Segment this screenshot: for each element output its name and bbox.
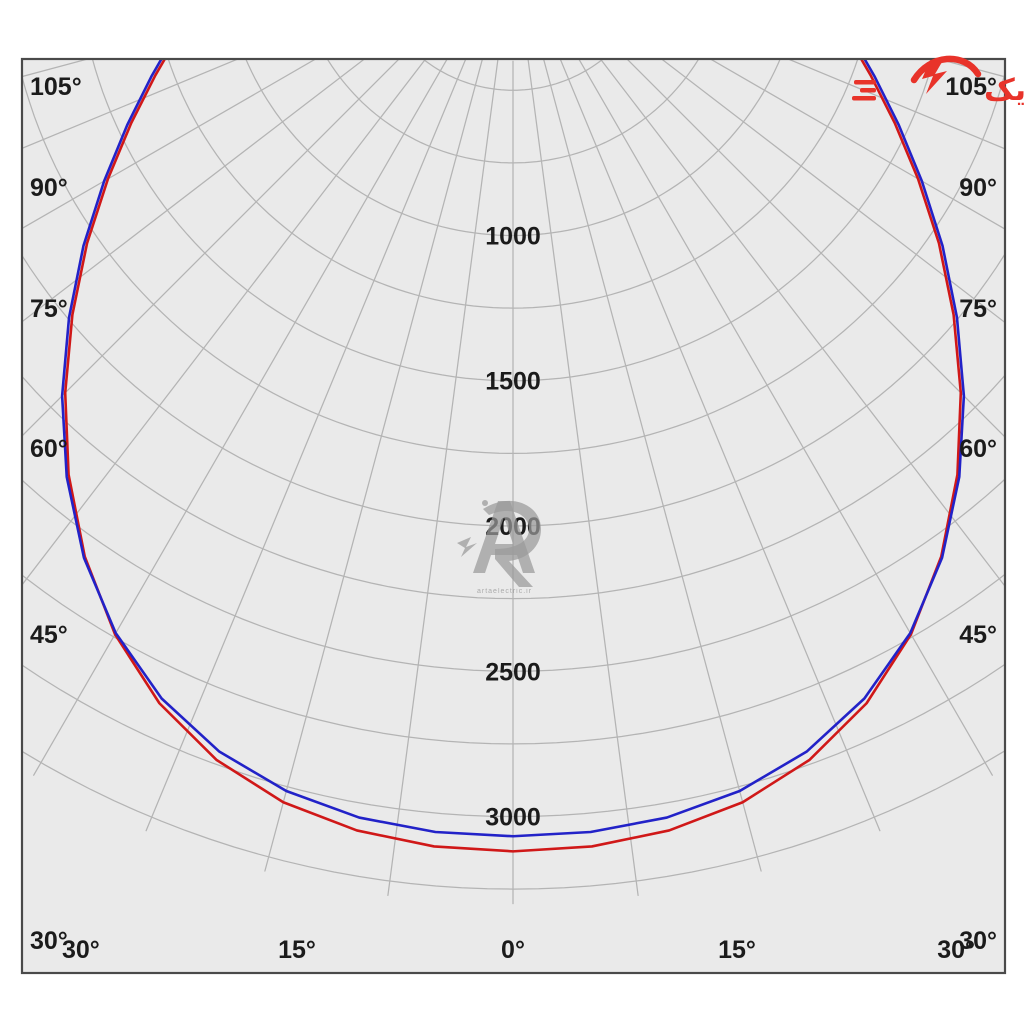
- angle-label-left-30: 30°: [30, 927, 68, 955]
- watermark-caption: artaelectric.ir: [477, 588, 532, 595]
- grid-ring: [23, 375, 1004, 600]
- watermark: artaelectric.ir: [457, 500, 541, 595]
- logo-script-text: آرتا الکتریک: [984, 71, 1024, 108]
- grid-spoke: [578, 60, 993, 776]
- grid-spoke: [387, 60, 499, 897]
- grid-spoke: [23, 60, 365, 322]
- grid-ring: [23, 479, 1004, 672]
- grid-spoke: [559, 60, 881, 832]
- grid-spoke: [23, 60, 426, 585]
- distribution-curve-c90: [60, 60, 966, 838]
- grid-spoke: [661, 60, 1004, 323]
- grid-ring: [92, 60, 934, 382]
- lightning-bolt-icon: [922, 60, 947, 94]
- grid-spoke: [710, 60, 1004, 230]
- grid-spoke: [145, 60, 467, 832]
- grid-ring: [245, 60, 781, 237]
- radial-tick-label-1500: 1500: [485, 368, 541, 396]
- grid-ring: [23, 74, 1004, 455]
- angle-label-bottom-4: 30°: [937, 936, 975, 964]
- angle-label-right-45: 45°: [959, 621, 997, 649]
- distribution-curve-c0: [63, 60, 963, 853]
- grid-spoke: [23, 60, 316, 229]
- grid-spoke: [543, 60, 762, 872]
- angle-label-right-90: 90°: [959, 174, 997, 202]
- grid-spoke: [33, 60, 448, 776]
- angle-label-left-60: 60°: [30, 435, 68, 463]
- plot-frame: [20, 57, 1007, 975]
- grid-spoke: [600, 60, 1004, 586]
- grid-ring: [23, 574, 1004, 745]
- grid-ring: [23, 750, 1004, 890]
- radial-tick-label-2500: 2500: [485, 658, 541, 686]
- angle-label-right-60: 60°: [959, 435, 997, 463]
- angle-label-left-75: 75°: [30, 295, 68, 323]
- angle-label-bottom-1: 15°: [278, 936, 316, 964]
- grid-ring: [423, 60, 603, 91]
- logo-dashes-icon: [852, 80, 876, 101]
- radial-tick-label-3000: 3000: [485, 804, 541, 832]
- radial-tick-label-1000: 1000: [485, 223, 541, 251]
- grid-spoke: [527, 60, 639, 897]
- grid-ring: [167, 60, 859, 309]
- angle-label-left-45: 45°: [30, 621, 68, 649]
- polar-grid: [23, 60, 1004, 905]
- grid-spoke: [264, 60, 483, 872]
- angle-label-right-30: 30°: [959, 927, 997, 955]
- distribution-curves: [60, 60, 966, 853]
- grid-spoke: [23, 60, 399, 436]
- angle-label-bottom-2: 0°: [501, 936, 525, 964]
- angle-label-right-75: 75°: [959, 295, 997, 323]
- grid-ring: [327, 60, 699, 164]
- grid-ring: [23, 664, 1004, 818]
- angle-label-bottom-0: 30°: [62, 936, 100, 964]
- grid-spoke: [627, 60, 1004, 437]
- angle-label-left-90: 90°: [30, 174, 68, 202]
- angle-label-bottom-3: 15°: [718, 936, 756, 964]
- angle-label-left-105: 105°: [30, 73, 82, 101]
- arta-electric-logo[interactable]: آرتا الکتریک: [852, 55, 1024, 108]
- angle-label-right-105: 105°: [945, 73, 997, 101]
- axis-labels: 10001500200025003000105°90°75°60°45°30°1…: [30, 73, 997, 964]
- logo-arc-icon: [910, 55, 982, 84]
